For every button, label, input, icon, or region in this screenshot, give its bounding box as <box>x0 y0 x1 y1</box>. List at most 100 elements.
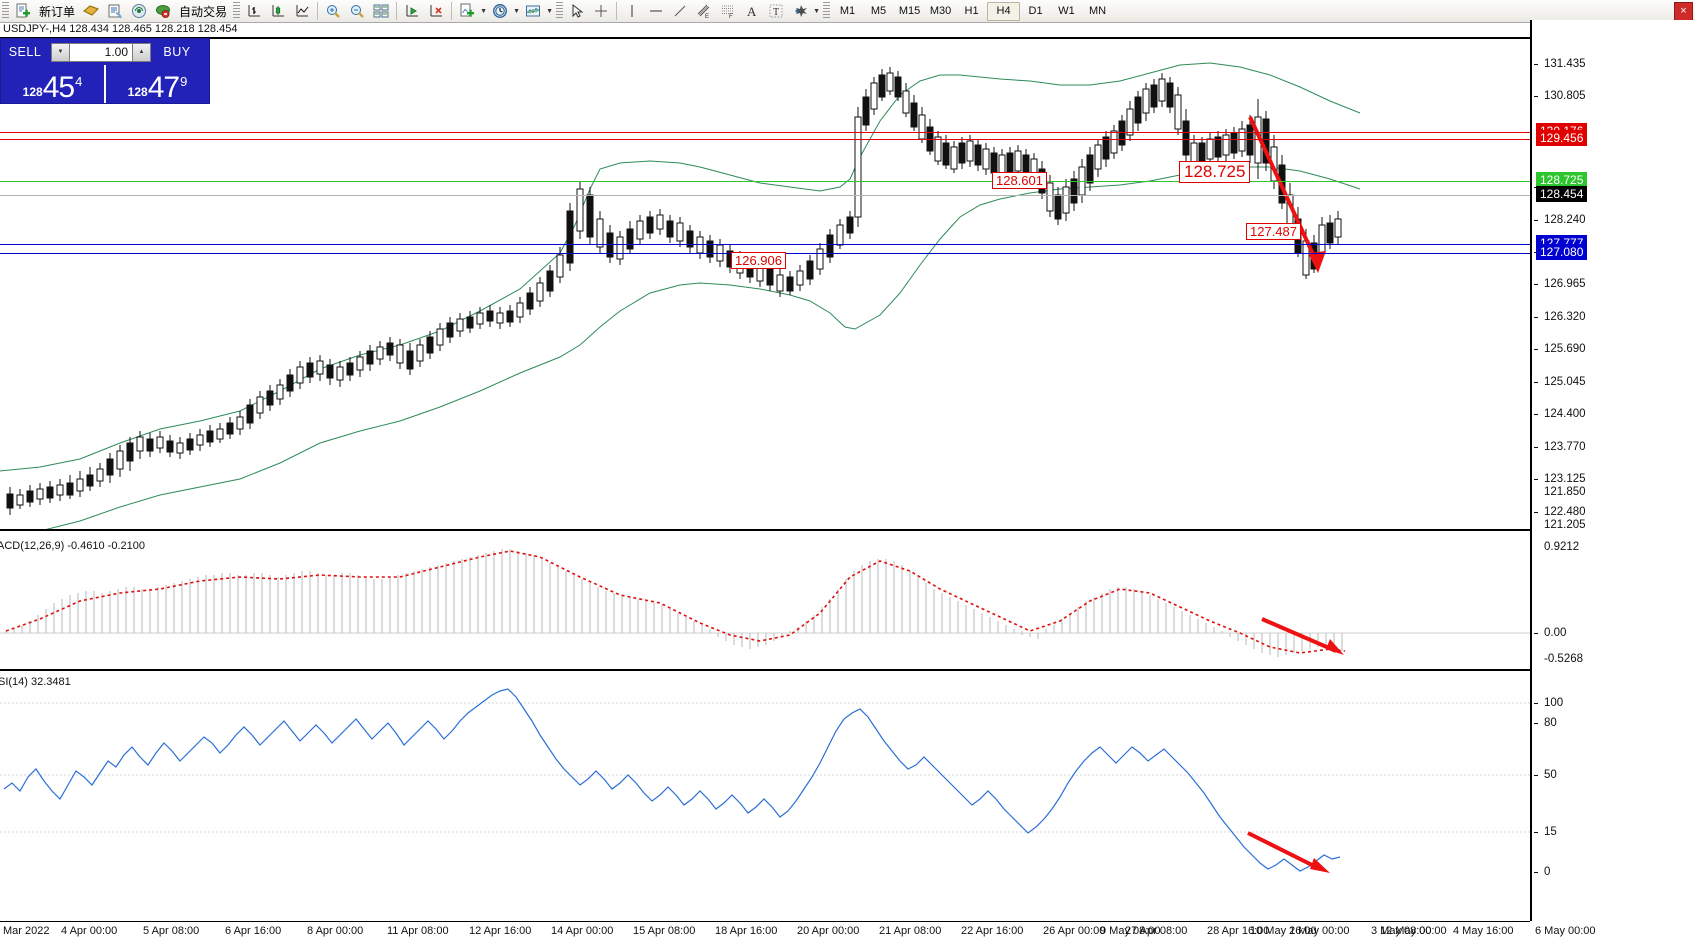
horizontal-line-icon[interactable] <box>644 1 668 21</box>
time-axis[interactable]: Mar 2022 4 Apr 00:00 5 Apr 08:00 6 Apr 1… <box>0 925 1695 941</box>
templates-icon[interactable] <box>79 1 103 21</box>
time-label: 27 Apr 08:00 <box>1125 925 1188 937</box>
rsi-pane[interactable] <box>0 673 1530 922</box>
toolbar-separator-2 <box>396 2 398 20</box>
price-chip-128725[interactable]: 128.725 <box>1536 172 1588 188</box>
market-icon[interactable] <box>151 1 175 21</box>
main-toolbar: 新订单 自动交易 ▼ ▼ ▼ <box>0 0 1695 23</box>
annotation-126906[interactable]: 126.906 <box>731 252 786 269</box>
level-line-127777[interactable] <box>0 244 1530 245</box>
price-chart-pane[interactable] <box>0 37 1530 531</box>
axis-label-130805: 130.805 <box>1544 90 1586 102</box>
indicators-dropdown-icon[interactable]: ▼ <box>546 7 553 15</box>
sell-button[interactable]: SELL <box>8 45 42 59</box>
time-label: 4 Apr 00:00 <box>61 925 118 937</box>
axis-label-124400: 124.400 <box>1544 408 1586 420</box>
timeframe-m30[interactable]: M30 <box>929 5 952 17</box>
auto-trading-button[interactable]: 自动交易 <box>179 4 228 19</box>
time-label: 6 May 00:00 <box>1535 925 1596 937</box>
volume-input[interactable]: 1.00 <box>70 42 132 62</box>
level-line-128454[interactable] <box>0 195 1530 196</box>
zoom-in-icon[interactable] <box>321 1 345 21</box>
timeframe-d1[interactable]: D1 <box>1028 5 1043 17</box>
annotation-127487[interactable]: 127.487 <box>1246 223 1301 240</box>
axis-tick <box>1534 96 1538 97</box>
volume-stepper[interactable]: ▼ 1.00 ▲ <box>51 42 151 62</box>
toolbar-grip-2[interactable] <box>233 2 241 20</box>
text-box-icon[interactable]: T <box>764 1 788 21</box>
volume-up-icon[interactable]: ▲ <box>132 42 151 62</box>
axis-tick <box>1534 512 1538 513</box>
fibonacci-icon[interactable]: F <box>716 1 740 21</box>
rsi-axis-label-50: 50 <box>1544 769 1557 781</box>
toolbar-grip-3[interactable] <box>556 2 564 20</box>
candlestick-chart-icon[interactable] <box>266 1 290 21</box>
new-chart-icon[interactable] <box>455 1 479 21</box>
trend-arrow-down-macd <box>1261 617 1344 655</box>
trendline-icon[interactable] <box>668 1 692 21</box>
bar-chart-icon[interactable] <box>242 1 266 21</box>
bid-fraction: 4 <box>75 74 83 89</box>
timeframe-h4[interactable]: H4 <box>987 1 1021 21</box>
equidistant-channel-icon[interactable]: E <box>692 1 716 21</box>
order-panel-quotes: 128 45 4 128 47 9 <box>1 65 209 103</box>
svg-text:F: F <box>729 14 733 19</box>
data-window-icon[interactable] <box>103 1 127 21</box>
price-chip-127080[interactable]: 127.080 <box>1536 244 1588 260</box>
one-click-trading-panel[interactable]: SELL ▼ 1.00 ▲ BUY 128 45 4 128 47 9 <box>0 38 210 104</box>
cursor-icon[interactable] <box>565 1 589 21</box>
time-label: 5 Apr 08:00 <box>143 925 200 937</box>
level-line-130176[interactable] <box>0 132 1530 133</box>
trend-arrow-down-rsi <box>1247 831 1330 873</box>
timeframe-m15[interactable]: M15 <box>898 5 921 17</box>
axis-label-123770: 123.770 <box>1544 441 1586 453</box>
macd-pane[interactable] <box>0 531 1530 671</box>
auto-scroll-icon[interactable] <box>424 1 448 21</box>
time-label: 18 Apr 16:00 <box>715 925 778 937</box>
macd-axis-label-max: 0.9212 <box>1544 541 1580 553</box>
timeframe-h1[interactable]: H1 <box>964 5 979 17</box>
level-line-128725[interactable] <box>0 181 1530 182</box>
rsi-line <box>3 688 1341 872</box>
toolbar-grip-4[interactable] <box>823 2 831 20</box>
crosshair-icon[interactable] <box>589 1 613 21</box>
line-chart-icon[interactable] <box>290 1 314 21</box>
new-order-button[interactable]: 新订单 <box>39 4 76 19</box>
time-label: 20 Apr 00:00 <box>797 925 860 937</box>
time-label: 12 Apr 16:00 <box>469 925 532 937</box>
signals-icon[interactable] <box>127 1 151 21</box>
toolbar-grip[interactable] <box>2 2 9 20</box>
timeframe-mn[interactable]: MN <box>1088 5 1107 17</box>
annotation-128725[interactable]: 128.725 <box>1179 161 1251 183</box>
zoom-out-icon[interactable] <box>345 1 369 21</box>
arrows-icon[interactable] <box>788 1 812 21</box>
price-chip-129456[interactable]: 129.456 <box>1536 130 1588 146</box>
indicators-icon[interactable] <box>521 1 545 21</box>
chart-shift-icon[interactable] <box>400 1 424 21</box>
price-axis[interactable]: 131.435 130.805 128.885 128.240 127.610 … <box>1530 20 1695 921</box>
bid-price[interactable]: 128 45 4 <box>1 65 104 103</box>
timeframe-m1[interactable]: M1 <box>839 5 856 17</box>
volume-down-icon[interactable]: ▼ <box>51 42 70 62</box>
axis-label-121850: 121.850 <box>1544 486 1586 498</box>
macd-svg <box>0 549 1530 657</box>
ask-price[interactable]: 128 47 9 <box>104 65 209 103</box>
period-dropdown-icon[interactable]: ▼ <box>513 7 520 15</box>
buy-button[interactable]: BUY <box>163 45 191 59</box>
axis-tick <box>1534 633 1538 634</box>
arrows-dropdown-icon[interactable]: ▼ <box>813 7 820 15</box>
tile-windows-icon[interactable] <box>369 1 393 21</box>
toolbar-separator-3 <box>451 2 453 20</box>
period-clock-icon[interactable] <box>488 1 512 21</box>
vertical-line-icon[interactable] <box>620 1 644 21</box>
axis-tick <box>1534 349 1538 350</box>
new-order-icon[interactable] <box>11 1 35 21</box>
level-line-129456[interactable] <box>0 139 1530 140</box>
timeframe-w1[interactable]: W1 <box>1058 5 1075 17</box>
rsi-axis-label-0: 0 <box>1544 866 1551 878</box>
close-icon[interactable]: × <box>1674 2 1693 21</box>
timeframe-m5[interactable]: M5 <box>870 5 887 17</box>
annotation-128601[interactable]: 128.601 <box>992 172 1047 189</box>
text-label-icon[interactable]: A <box>740 1 764 21</box>
new-chart-dropdown-icon[interactable]: ▼ <box>480 7 487 15</box>
